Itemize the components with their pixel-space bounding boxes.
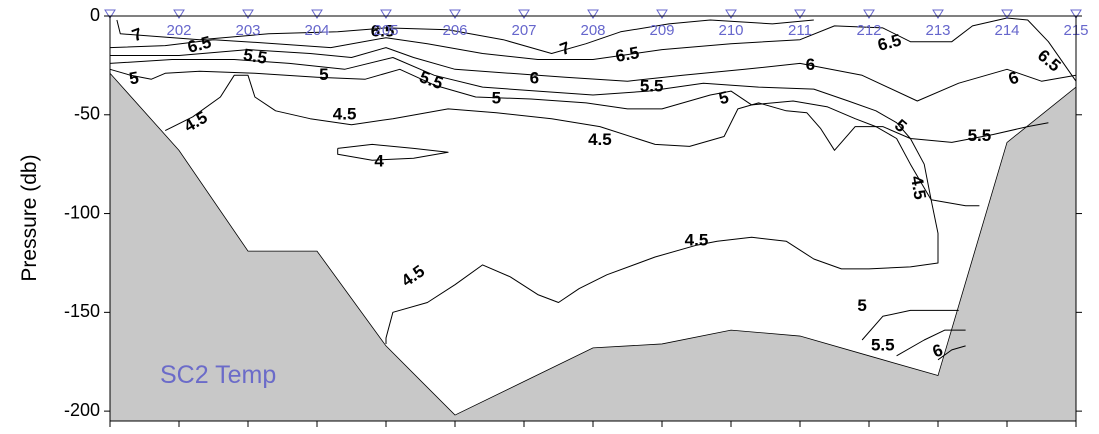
y-tick-label-2: -100: [64, 202, 100, 222]
contour-line-3: [109, 57, 1049, 143]
station-marker-4: [380, 9, 392, 19]
contour-label-26: 5: [857, 296, 866, 315]
contour-label-19: 4.5: [181, 108, 211, 136]
station-marker-11: [863, 9, 875, 19]
contour-line-0: [116, 19, 814, 54]
contour-line-9: [337, 143, 449, 161]
station-marker-7: [587, 9, 599, 19]
station-label-2: 203: [235, 22, 260, 39]
contour-label-10: 6.5: [614, 43, 641, 66]
contour-label-6: 5.5: [417, 67, 446, 93]
contour-label-8: 6: [530, 69, 539, 88]
contour-label-5: 5: [319, 65, 328, 84]
station-marker-12: [932, 9, 944, 19]
contour-layer: [109, 17, 1077, 361]
contour-line-7: [937, 345, 966, 361]
contour-label-17: 5: [891, 116, 910, 137]
bathymetry-layer: [109, 72, 1077, 422]
bathymetry-area: [109, 72, 1077, 422]
station-label-7: 208: [580, 22, 605, 39]
station-marker-9: [725, 9, 737, 19]
station-marker-14: [1070, 9, 1082, 19]
axis-layer: 0 -50 -100 -150 -200: [64, 5, 1082, 427]
contour-label-18: 5.5: [968, 126, 992, 145]
y-axis-label: Pressure (db): [18, 154, 41, 281]
contour-label-4: 6.5: [371, 21, 395, 40]
contour-label-22: 4: [374, 152, 384, 171]
contour-label-15: 6.5: [1034, 46, 1064, 76]
contour-label-24: 4.5: [685, 231, 709, 250]
contour-label-9: 5: [492, 88, 501, 107]
chart-title: SC2 Temp: [160, 361, 276, 389]
contour-line-2: [110, 47, 1077, 102]
station-label-10: 211: [788, 22, 812, 39]
station-label-8: 209: [649, 22, 674, 39]
contour-label-21: 4.5: [588, 130, 612, 149]
station-label-1: 202: [166, 22, 191, 39]
contour-line-6: [896, 329, 966, 357]
station-label-9: 210: [718, 22, 743, 39]
y-tick-label-1: -50: [74, 104, 100, 124]
contour-label-25: 4.5: [398, 261, 428, 290]
station-marker-0: [104, 9, 116, 19]
station-marker-10: [794, 9, 806, 19]
station-marker-5: [449, 9, 461, 19]
station-label-5: 206: [442, 22, 467, 39]
contour-line-4: [109, 68, 980, 207]
station-marker-1: [173, 9, 185, 19]
contour-line-1: [109, 17, 1077, 82]
y-tick-label-4: -200: [64, 400, 100, 420]
contour-label-0: 7: [130, 24, 145, 45]
contour-label-27: 5.5: [871, 335, 895, 354]
station-label-4: 205: [373, 22, 398, 39]
station-marker-13: [1001, 9, 1013, 19]
station-marker-3: [311, 9, 323, 19]
contour-label-23: 4.5: [907, 174, 930, 201]
contour-label-13: 6: [806, 55, 815, 74]
y-tick-label-0: 0: [90, 5, 100, 25]
station-marker-8: [656, 9, 668, 19]
station-label-12: 213: [925, 22, 950, 39]
contour-label-16: 6: [1006, 68, 1021, 89]
station-layer: 202 203 204 205 206 207 208 209 210 211 212 213 214 2…: [104, 9, 1089, 39]
station-marker-2: [242, 9, 254, 19]
contour-line-8: [164, 74, 939, 344]
contour-label-3: 5: [128, 68, 141, 88]
contour-label-11: 5.5: [640, 77, 664, 96]
contour-label-20: 4.5: [333, 104, 357, 123]
contour-label-12: 5: [717, 88, 731, 109]
contour-label-28: 6: [930, 340, 945, 361]
contour-label-2: 5.5: [242, 45, 269, 68]
station-marker-6: [518, 9, 530, 19]
station-label-13: 214: [994, 22, 1019, 39]
y-tick-label-3: -150: [64, 301, 100, 321]
station-label-6: 207: [511, 22, 536, 39]
contour-line-5: [861, 309, 959, 341]
station-label-3: 204: [304, 22, 329, 39]
station-label-11: 212: [856, 22, 881, 39]
